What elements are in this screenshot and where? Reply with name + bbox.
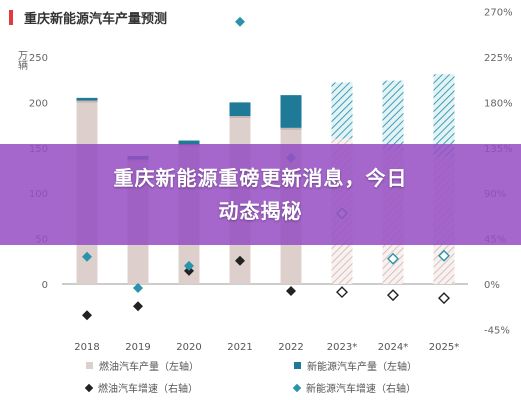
right-tick-label: 225% xyxy=(484,53,513,64)
left-tick-label: 250 xyxy=(29,53,48,64)
bar-nev-2018 xyxy=(76,97,98,101)
legend-fuel-production: 燃油汽车产量（左轴） xyxy=(86,358,199,373)
x-tick-label: 2025* xyxy=(429,342,459,353)
legend-swatch xyxy=(294,362,301,369)
point-nev-growth-2018 xyxy=(82,251,92,262)
bar-fuel-cap-2018 xyxy=(76,100,98,103)
legend-nev-growth: 新能源汽车增速（右轴） xyxy=(292,380,416,395)
bar-nev-2024* xyxy=(382,80,404,150)
point-fuel-growth-2020 xyxy=(184,265,194,276)
point-fuel-growth-2024* xyxy=(387,289,399,302)
chart-header: 重庆新能源汽车产量预测 xyxy=(0,0,521,34)
point-nev-growth-2020 xyxy=(184,260,194,271)
bar-fuel-cap-2021 xyxy=(229,116,251,119)
point-nev-growth-2024* xyxy=(387,252,399,265)
point-nev-growth-2025* xyxy=(438,249,450,262)
x-tick-label: 2021 xyxy=(227,342,252,353)
x-tick-label: 2019 xyxy=(125,342,150,353)
bar-nev-2025* xyxy=(433,74,455,157)
left-tick-label: 0 xyxy=(42,280,48,291)
chart-title: 重庆新能源汽车产量预测 xyxy=(24,12,168,27)
right-tick-label: 270% xyxy=(484,8,513,19)
bar-nev-2022 xyxy=(280,95,302,128)
headline-line-1: 重庆新能源重磅更新消息，今日 xyxy=(113,166,408,190)
point-fuel-growth-2018 xyxy=(82,310,92,321)
bar-nev-2020 xyxy=(178,140,200,146)
point-fuel-growth-2019 xyxy=(133,301,143,312)
x-tick-label: 2023* xyxy=(327,342,357,353)
left-axis-unit: 万辆 xyxy=(16,50,28,71)
point-fuel-growth-2025* xyxy=(438,292,450,305)
x-tick-label: 2020 xyxy=(176,342,201,353)
right-tick-label: 180% xyxy=(484,98,513,109)
right-tick-label: -45% xyxy=(484,325,510,336)
bar-nev-2023* xyxy=(331,82,353,139)
x-tick-label: 2018 xyxy=(74,342,99,353)
point-fuel-growth-2021 xyxy=(235,255,245,266)
x-tick-label: 2024* xyxy=(378,342,408,353)
legend-label: 燃油汽车产量（左轴） xyxy=(99,362,199,373)
legend-label: 燃油汽车增速（右轴） xyxy=(98,384,198,395)
legend-fuel-growth: 燃油汽车增速（右轴） xyxy=(84,380,198,395)
legend-diamond xyxy=(84,383,94,392)
headline-banner: 重庆新能源重磅更新消息，今日 动态揭秘 xyxy=(0,144,521,245)
point-nev-growth-2019 xyxy=(133,283,143,294)
legend-nev-production: 新能源汽车产量（左轴） xyxy=(294,358,417,373)
legend-label: 新能源汽车增速（右轴） xyxy=(306,384,416,395)
bar-fuel-cap-2022 xyxy=(280,127,302,130)
header-accent-bar xyxy=(9,10,13,25)
left-tick-label: 200 xyxy=(29,98,48,109)
headline-line-2: 动态揭秘 xyxy=(218,199,303,223)
legend-diamond xyxy=(292,383,302,392)
legend-swatch xyxy=(86,362,93,369)
point-fuel-growth-2022 xyxy=(286,286,296,297)
right-tick-label: 0% xyxy=(484,280,500,291)
point-fuel-growth-2023* xyxy=(336,286,348,299)
legend-label: 新能源汽车产量（左轴） xyxy=(307,362,417,373)
x-tick-label: 2022 xyxy=(278,342,303,353)
x-axis-ticks: 2018 2019 2020 2021 2022 2023* 2024* 2025* xyxy=(74,342,459,353)
bar-nev-2021 xyxy=(229,102,251,117)
point-nev-growth-2021 xyxy=(235,16,245,27)
